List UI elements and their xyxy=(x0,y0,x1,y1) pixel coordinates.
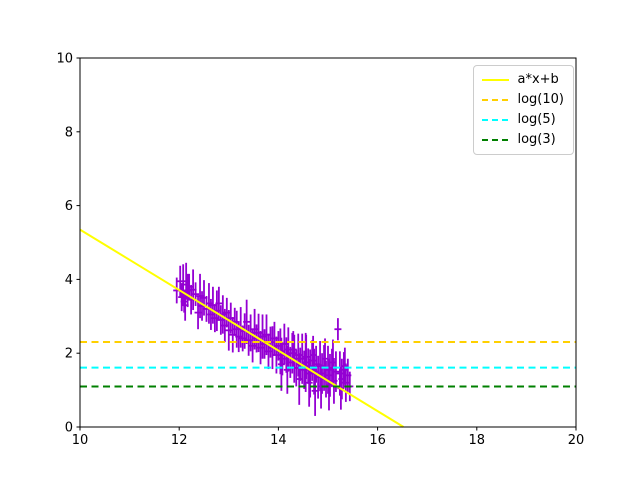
x-tick-label: 20 xyxy=(568,433,585,448)
legend-item-label: log(5) xyxy=(517,112,556,127)
legend-item-label: a*x+b xyxy=(517,72,559,87)
legend-line-sample xyxy=(482,139,510,141)
errorbar-series xyxy=(173,262,354,416)
axes: 10 12 14 16 18 20 0 2 4 6 8 10 xyxy=(56,52,584,449)
x-tick-label: 12 xyxy=(171,433,188,448)
legend-line-sample xyxy=(482,99,510,101)
y-tick-label: 8 xyxy=(65,125,73,140)
legend-item-label: log(10) xyxy=(517,92,564,107)
y-tick-label: 0 xyxy=(65,421,73,436)
axes-spines xyxy=(79,57,577,428)
y-tick-label: 10 xyxy=(56,52,73,67)
legend-item-label: log(3) xyxy=(517,132,556,147)
x-tick-label: 16 xyxy=(369,433,386,448)
x-tick-label: 14 xyxy=(270,433,287,448)
fit-line xyxy=(79,228,404,428)
legend-item: log(3) xyxy=(482,132,564,148)
legend-item: a*x+b xyxy=(482,72,564,88)
y-tick-label: 6 xyxy=(65,199,73,214)
legend: a*x+b log(10) log(5) log(3) xyxy=(473,65,574,155)
y-tick-label: 2 xyxy=(65,347,73,362)
legend-line-sample xyxy=(482,119,510,121)
y-tick-label: 4 xyxy=(65,273,73,288)
line-series xyxy=(79,228,576,428)
x-tick-label: 18 xyxy=(469,433,486,448)
legend-item: log(5) xyxy=(482,112,564,128)
legend-line-sample xyxy=(482,79,510,81)
x-tick-label: 10 xyxy=(72,433,89,448)
legend-item: log(10) xyxy=(482,92,564,108)
